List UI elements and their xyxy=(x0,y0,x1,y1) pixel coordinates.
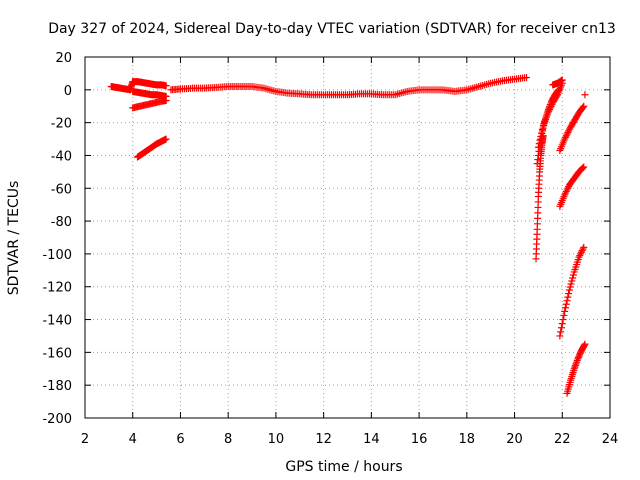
data-point xyxy=(559,316,567,324)
data-point xyxy=(561,304,569,312)
x-tick-label: 18 xyxy=(459,432,476,447)
data-point xyxy=(558,320,566,328)
data-point xyxy=(162,96,170,104)
y-tick-label: -80 xyxy=(51,215,72,230)
data-point xyxy=(578,165,586,173)
data-point xyxy=(580,243,588,251)
data-point xyxy=(579,245,587,253)
data-point xyxy=(580,102,588,110)
data-point xyxy=(581,91,589,99)
y-tick-label: -120 xyxy=(42,281,72,296)
data-point xyxy=(562,188,570,196)
axis-ticks xyxy=(84,56,611,419)
plot-frame xyxy=(84,56,611,419)
data-point xyxy=(560,311,568,319)
x-tick-label: 16 xyxy=(411,432,428,447)
data-point xyxy=(556,332,564,340)
data-point xyxy=(561,191,569,199)
x-tick-label: 8 xyxy=(224,432,232,447)
y-tick-label: -60 xyxy=(51,182,72,197)
data-point xyxy=(162,82,170,90)
data-point xyxy=(579,103,587,111)
data-point xyxy=(580,163,588,171)
data-point xyxy=(566,283,574,291)
data-point xyxy=(563,297,571,305)
data-point xyxy=(548,101,556,109)
data-point xyxy=(565,290,573,298)
data-point xyxy=(553,92,561,100)
x-tick-label: 12 xyxy=(315,432,332,447)
data-point xyxy=(538,129,546,137)
data-point xyxy=(569,274,577,282)
data-point xyxy=(537,133,545,141)
x-tick-label: 6 xyxy=(176,432,184,447)
y-tick-labels: 20 0 -20 -40 -60 -80 -100 -120 -140 -160 -180 -200 xyxy=(42,51,72,427)
data-point xyxy=(581,340,589,348)
y-tick-label: -20 xyxy=(51,117,72,132)
y-tick-label: -180 xyxy=(42,379,72,394)
data-point xyxy=(558,76,566,84)
data-point xyxy=(547,102,555,110)
data-point xyxy=(561,307,569,315)
data-point xyxy=(579,164,587,172)
x-tick-label: 4 xyxy=(129,432,137,447)
data-point xyxy=(534,143,542,151)
data-point xyxy=(562,300,570,308)
data-point xyxy=(563,130,571,138)
data-point xyxy=(575,253,583,261)
data-points xyxy=(107,74,589,397)
data-point xyxy=(561,135,569,143)
x-tick-label: 10 xyxy=(268,432,285,447)
data-point xyxy=(564,128,572,136)
data-point xyxy=(563,186,571,194)
data-point xyxy=(565,286,573,294)
chart-title: Day 327 of 2024, Sidereal Day-to-day VTE… xyxy=(48,21,616,37)
y-tick-label: 0 xyxy=(64,84,72,99)
data-point xyxy=(522,74,530,82)
data-point xyxy=(546,104,554,112)
data-point xyxy=(557,328,565,336)
data-point xyxy=(578,247,586,255)
data-point xyxy=(565,127,573,135)
data-point xyxy=(546,106,554,114)
x-tick-labels: 2 4 6 8 10 12 14 16 18 20 22 24 xyxy=(81,432,618,447)
data-point xyxy=(564,184,572,192)
data-point xyxy=(564,293,572,301)
data-point xyxy=(567,280,575,288)
data-point xyxy=(535,140,543,148)
data-point xyxy=(577,250,585,258)
data-point xyxy=(577,248,585,256)
x-axis-title: GPS time / hours xyxy=(285,459,402,475)
data-point xyxy=(562,132,570,140)
data-point xyxy=(561,133,569,141)
y-tick-label: -100 xyxy=(42,248,72,263)
grid-lines xyxy=(85,57,610,418)
y-tick-label: -140 xyxy=(42,314,72,329)
data-point xyxy=(545,107,553,115)
y-tick-label: -40 xyxy=(51,149,72,164)
data-point xyxy=(544,109,552,117)
x-tick-label: 2 xyxy=(81,432,89,447)
x-tick-label: 20 xyxy=(506,432,523,447)
y-axis-title: SDTVAR / TECUs xyxy=(6,181,22,296)
data-point xyxy=(569,271,577,279)
data-point xyxy=(576,252,584,260)
x-tick-label: 14 xyxy=(363,432,380,447)
data-point xyxy=(162,135,170,143)
y-tick-label: -160 xyxy=(42,346,72,361)
data-point xyxy=(538,125,546,133)
data-point xyxy=(536,136,544,144)
x-tick-label: 24 xyxy=(602,432,619,447)
x-tick-label: 22 xyxy=(554,432,571,447)
data-point xyxy=(561,189,569,197)
data-point xyxy=(568,277,576,285)
y-tick-label: -200 xyxy=(42,412,72,427)
y-tick-label: 20 xyxy=(55,51,72,66)
data-point xyxy=(557,324,565,332)
